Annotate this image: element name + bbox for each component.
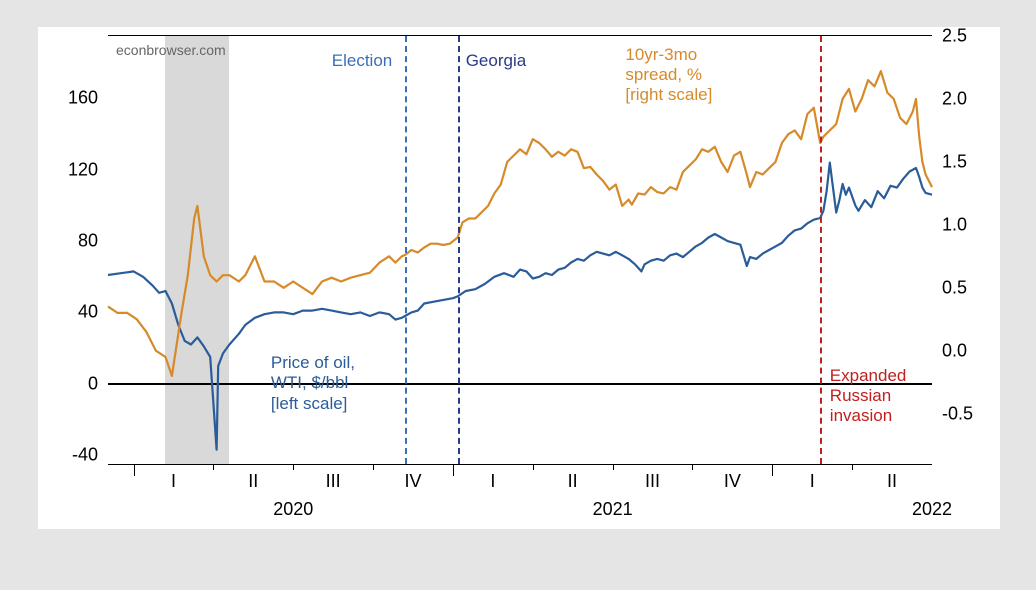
x-quarter-label: I — [810, 471, 815, 492]
x-quarter-label: I — [171, 471, 176, 492]
x-year-label: 2020 — [273, 499, 313, 520]
x-major-tick — [453, 464, 454, 476]
x-quarter-label: III — [645, 471, 660, 492]
y-left-tick-label: 40 — [78, 302, 98, 323]
y-left-tick-label: 80 — [78, 231, 98, 252]
vline-invasion — [820, 36, 822, 464]
x-minor-tick — [293, 464, 294, 470]
annotation-georgia: Georgia — [466, 51, 526, 71]
annotation-spread: 10yr-3mospread, %[right scale] — [625, 45, 712, 106]
annotation-oil: Price of oil,WTI, $/bbl[left scale] — [271, 353, 355, 414]
y-right-tick-label: 2.5 — [942, 26, 967, 47]
x-year-label: 2022 — [912, 499, 952, 520]
x-quarter-label: I — [490, 471, 495, 492]
vline-election — [405, 36, 407, 464]
x-quarter-label: IV — [724, 471, 741, 492]
chart-panel: econbrowser.com -40 0 40 80 120 160 -0.5 0.0 0.5… — [38, 27, 1000, 529]
annotation-invasion: ExpandedRussianinvasion — [830, 366, 907, 427]
y-right-tick-label: 0.0 — [942, 340, 967, 361]
x-year-label: 2021 — [593, 499, 633, 520]
y-left-tick-label: 120 — [68, 159, 98, 180]
x-quarter-label: III — [326, 471, 341, 492]
y-right-tick-label: 0.5 — [942, 277, 967, 298]
x-quarter-label: II — [248, 471, 258, 492]
y-right-tick-label: -0.5 — [942, 403, 973, 424]
y-right-tick-label: 1.5 — [942, 151, 967, 172]
vline-georgia — [458, 36, 460, 464]
y-right-tick-label: 2.0 — [942, 88, 967, 109]
x-minor-tick — [533, 464, 534, 470]
series-svg — [108, 36, 932, 464]
x-quarter-label: IV — [404, 471, 421, 492]
x-minor-tick — [852, 464, 853, 470]
x-minor-tick — [692, 464, 693, 470]
source-label: econbrowser.com — [116, 42, 226, 59]
x-minor-tick — [213, 464, 214, 470]
x-quarter-label: II — [568, 471, 578, 492]
y-left-tick-label: -40 — [72, 445, 98, 466]
y-left-tick-label: 0 — [88, 373, 98, 394]
annotation-election: Election — [332, 51, 392, 71]
x-major-tick — [772, 464, 773, 476]
x-minor-tick — [613, 464, 614, 470]
y-right-tick-label: 1.0 — [942, 214, 967, 235]
y-left-tick-label: 160 — [68, 88, 98, 109]
x-minor-tick — [373, 464, 374, 470]
series-oil — [108, 163, 932, 450]
x-quarter-label: II — [887, 471, 897, 492]
plot-area: econbrowser.com -4004080120160-0.50.00.5… — [108, 35, 932, 465]
x-major-tick — [134, 464, 135, 476]
